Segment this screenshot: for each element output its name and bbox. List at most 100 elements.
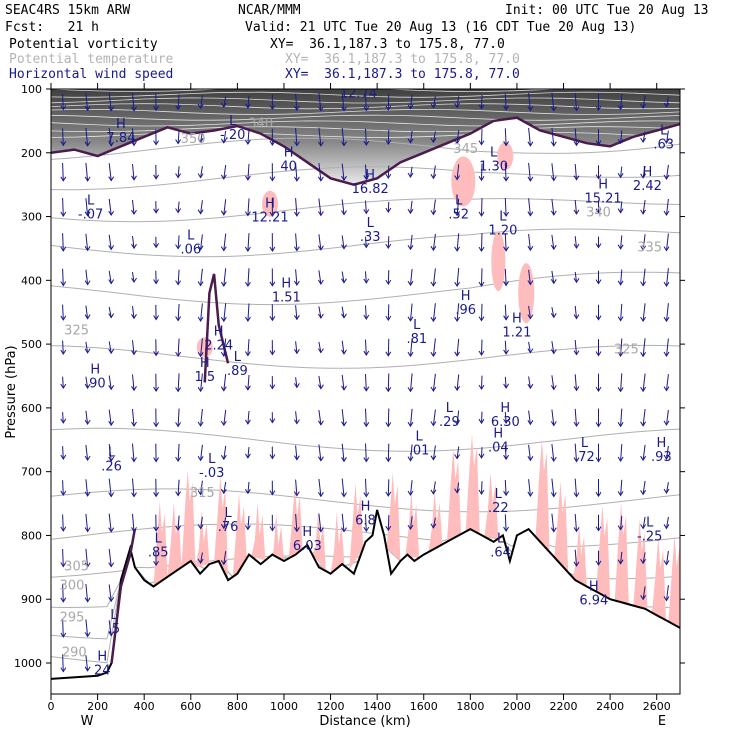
wind-arrow (666, 130, 669, 144)
wind-arrow (62, 304, 64, 320)
wind-arrow-head (84, 632, 91, 638)
wind-arrow-head (454, 139, 461, 145)
wind-arrow-head (478, 104, 485, 110)
wind-arrow-head (640, 455, 647, 462)
wind-arrow-head (407, 490, 414, 496)
wind-arrow-head (317, 313, 324, 319)
wind-arrow (551, 234, 555, 250)
wind-arrow (318, 341, 322, 353)
wind-arrow (504, 162, 507, 181)
wind-arrow-head (131, 386, 137, 392)
wind-arrow-head (244, 175, 251, 181)
wind-extremum-value: .72 (574, 450, 595, 465)
y-tick-label: 800 (21, 529, 42, 542)
wind-arrow (62, 233, 64, 251)
wind-arrow (108, 548, 112, 567)
wind-arrow (666, 233, 669, 251)
wind-arrow (620, 130, 623, 144)
wind-arrow (223, 164, 227, 179)
wind-arrow-head (153, 351, 160, 357)
wind-arrow (85, 233, 89, 251)
wind-arrow-head (197, 173, 204, 179)
wind-arrow-head (385, 173, 392, 180)
wind-extremum-type: L (446, 401, 454, 416)
wind-arrow (295, 479, 298, 496)
wind-arrow (574, 549, 577, 566)
wind-arrow-head (84, 314, 91, 320)
wind-arrow (666, 164, 669, 180)
wind-arrow-head (153, 315, 160, 321)
wind-arrow (177, 373, 180, 392)
wind-arrow-head (153, 457, 160, 463)
wind-arrow-head (220, 174, 227, 180)
wind-arrow-head (317, 492, 324, 498)
theta-contour-label: 305 (64, 560, 89, 575)
wind-extremum-value: .33 (360, 230, 381, 245)
wind-arrow-head (430, 386, 437, 392)
wind-arrow (247, 129, 250, 145)
wind-extremum-value: .76 (218, 520, 239, 535)
wind-arrow-head (220, 560, 227, 566)
wind-arrow-head (503, 105, 510, 111)
wind-arrow (551, 513, 555, 532)
wind-arrow (481, 163, 483, 181)
wind-arrow-head (663, 351, 670, 357)
wind-arrow-head (293, 455, 300, 461)
wind-arrow (132, 235, 135, 249)
wind-arrow-head (244, 211, 251, 217)
wind-extremum-type: H (657, 436, 667, 451)
wind-arrow-head (293, 280, 300, 286)
wind-arrow-head (430, 210, 437, 216)
wind-arrow (295, 162, 298, 181)
wind-extremum-type: L (229, 114, 237, 129)
wind-arrow (504, 514, 507, 532)
wind-arrow (551, 307, 555, 318)
wind-arrow-head (550, 349, 557, 355)
wind-arrow-head (454, 103, 461, 109)
wind-arrow-head (341, 175, 347, 182)
wind-arrow (132, 92, 135, 111)
wind-arrow-head (430, 174, 437, 180)
wind-arrow-head (153, 560, 160, 567)
wind-arrow (642, 338, 646, 357)
wind-arrow (642, 586, 646, 600)
wind-arrow (410, 94, 413, 109)
wind-arrow-head (108, 631, 115, 637)
wind-arrow-head (244, 246, 251, 252)
wind-extremum-value: .89 (227, 364, 248, 379)
wind-arrow (132, 443, 135, 462)
wind-extremum-type: H (598, 178, 608, 193)
wind-arrow-head (341, 527, 347, 533)
wind-extremum-type: L (497, 532, 505, 547)
wind-arrow (341, 443, 345, 462)
wind-arrow-head (84, 666, 91, 672)
wind-arrow (62, 480, 64, 496)
wind-arrow-head (527, 456, 534, 462)
wind-arrow-head (385, 279, 392, 286)
wind-arrow-head (663, 386, 670, 392)
wind-arrow (481, 268, 483, 287)
wind-arrow (295, 93, 298, 111)
wind-arrow-head (317, 420, 324, 426)
wind-arrow-head (293, 383, 300, 389)
wind-arrow (666, 338, 669, 357)
wind-arrow-head (293, 349, 300, 355)
wind-arrow-head (454, 420, 461, 426)
field-name-pv: Potential vorticity (9, 37, 158, 52)
wind-arrow-head (363, 314, 370, 320)
wind-arrow (341, 127, 345, 146)
wind-arrow-head (153, 492, 160, 498)
wind-arrow-head (430, 245, 437, 252)
wind-arrow (574, 271, 577, 283)
wind-arrow (528, 269, 531, 285)
wind-extremum-type: H (97, 650, 107, 665)
wind-arrow (551, 443, 555, 462)
wind-arrow (223, 96, 227, 107)
wind-arrow-head (363, 492, 370, 498)
wind-arrow (200, 338, 203, 357)
wind-arrow-head (60, 281, 67, 287)
wind-arrow (410, 234, 413, 250)
wind-arrow (365, 373, 367, 391)
wind-arrow-head (131, 175, 137, 181)
wind-extremum-value: 6.8 (355, 514, 376, 529)
